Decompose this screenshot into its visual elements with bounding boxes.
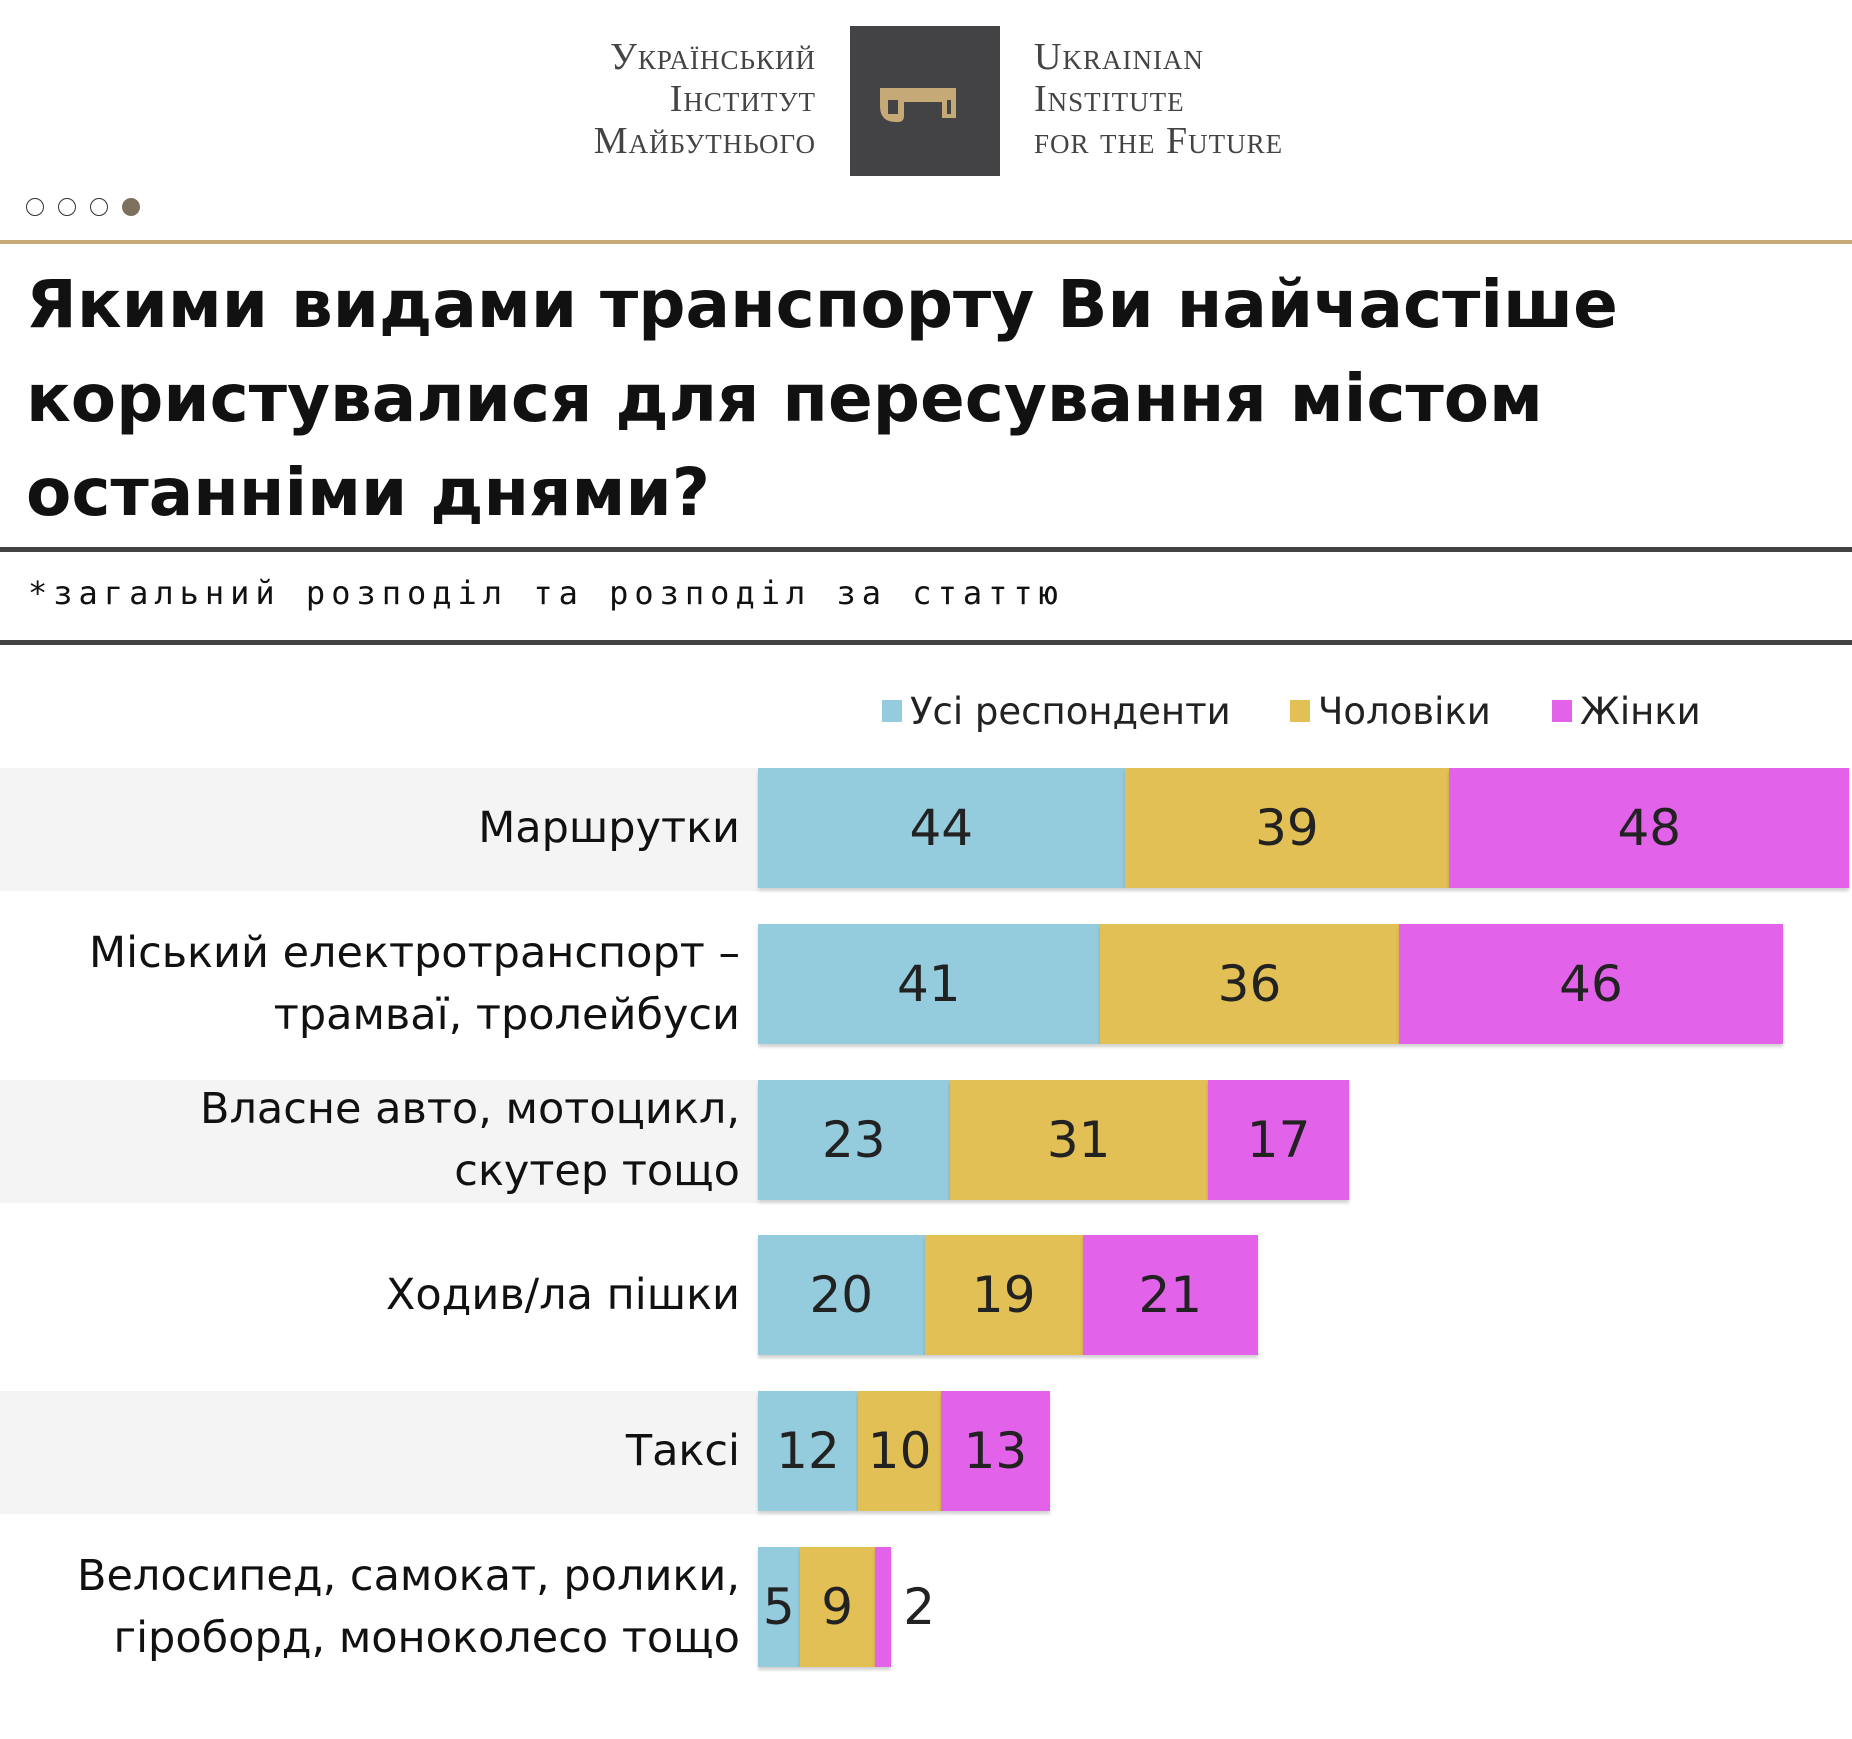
logo-ua-line: Інститут: [669, 78, 816, 120]
bar-segment-all: 20: [758, 1235, 925, 1355]
logo-ua-line: Майбутнього: [593, 120, 816, 162]
logo-en-line: for the Future: [1034, 120, 1284, 162]
data-label: 17: [1246, 1111, 1311, 1169]
bar-segment-all: 41: [758, 924, 1100, 1044]
data-label: 31: [1046, 1111, 1111, 1169]
bar-segment-women: 21: [1082, 1235, 1258, 1355]
row-background: [0, 768, 758, 891]
bar-segment-men: 19: [924, 1235, 1083, 1355]
data-label: 41: [896, 955, 961, 1013]
legend-item-men: Чоловіки: [1290, 690, 1491, 733]
chart-title: Якими видами транспорту Ви найчастіше ко…: [26, 266, 1618, 531]
category-label-line: Міський електротранспорт –: [89, 928, 740, 978]
divider-bottom: [0, 640, 1852, 645]
gold-divider: [0, 240, 1852, 244]
logo-ua-line: Український: [610, 36, 816, 78]
bar-segment-all: 12: [758, 1391, 858, 1511]
pagination-dot-2[interactable]: [58, 198, 76, 216]
category-label-line: Таксі: [625, 1426, 740, 1476]
category-label-line: Власне авто, мотоцикл,: [199, 1084, 740, 1134]
data-label: 10: [867, 1422, 932, 1480]
pagination-dot-4-active[interactable]: [122, 198, 140, 216]
legend-label: Чоловіки: [1318, 690, 1491, 733]
category-label-line: трамваї, тролейбуси: [273, 990, 740, 1040]
category-label-text: Ходив/ла пішки: [386, 1264, 740, 1326]
data-label: 48: [1617, 799, 1682, 857]
category-label: Таксі: [626, 1391, 740, 1511]
key-icon: [880, 88, 956, 122]
bar-segment-women: 17: [1207, 1080, 1350, 1200]
bar-segment-all: 23: [758, 1080, 950, 1200]
pagination-dot-1[interactable]: [26, 198, 44, 216]
data-label: 19: [971, 1266, 1036, 1324]
legend-swatch-women: [1552, 700, 1572, 722]
data-label: 2: [903, 1578, 936, 1636]
data-label: 44: [909, 799, 974, 857]
logo-english-text: Ukrainian Institute for the Future: [1034, 36, 1283, 162]
category-label: Міський електротранспорт – трамваї, троле…: [89, 924, 740, 1044]
bar-segment-men: 39: [1124, 768, 1450, 888]
data-label: 39: [1255, 799, 1319, 857]
logo-ukrainian-text: Український Інститут Майбутнього: [594, 36, 816, 162]
data-label: 21: [1138, 1266, 1203, 1324]
bar-segment-women: 13: [941, 1391, 1050, 1511]
data-label: 20: [809, 1266, 874, 1324]
bar-segment-all: 5: [758, 1547, 800, 1667]
chart-subtitle: *загальний розподіл та розподіл за статт…: [28, 574, 1064, 612]
logo-en-line: Institute: [1034, 78, 1185, 120]
category-label: Велосипед, самокат, ролики, гіроборд, мон…: [77, 1547, 740, 1667]
legend-item-women: Жінки: [1552, 690, 1701, 733]
pagination-dot-3[interactable]: [90, 198, 108, 216]
legend-swatch-all: [882, 700, 902, 722]
category-label-line: гіроборд, моноколесо тощо: [113, 1613, 740, 1663]
bar-segment-all: 44: [758, 768, 1125, 888]
data-label: 9: [821, 1578, 854, 1636]
legend-label: Усі респонденти: [910, 690, 1231, 733]
logo-key-box: [850, 26, 1000, 176]
row-background: [0, 1391, 758, 1514]
data-label: 12: [776, 1422, 840, 1480]
category-label: Ходив/ла пішки: [386, 1235, 740, 1355]
legend-item-all: Усі респонденти: [882, 690, 1231, 733]
bar-segment-women: 46: [1399, 924, 1783, 1044]
category-label-text: Власне авто, мотоцикл, скутер тощо: [200, 1078, 740, 1202]
data-label: 5: [762, 1578, 795, 1636]
category-label: Маршрутки: [478, 768, 740, 888]
bar-segment-men: 31: [949, 1080, 1208, 1200]
bar-segment-men: 36: [1099, 924, 1400, 1044]
category-label-text: Велосипед, самокат, ролики, гіроборд, мон…: [77, 1545, 740, 1669]
data-label: 36: [1217, 955, 1282, 1013]
category-label-line: Ходив/ла пішки: [385, 1270, 740, 1320]
category-label-line: скутер тощо: [454, 1146, 740, 1196]
data-label: 23: [821, 1111, 886, 1169]
category-label-text: Таксі: [626, 1420, 740, 1482]
bar-segment-women: [874, 1547, 892, 1667]
category-label: Власне авто, мотоцикл, скутер тощо: [200, 1080, 740, 1200]
logo-en-line: Ukrainian: [1034, 36, 1204, 78]
legend-label: Жінки: [1580, 690, 1701, 733]
category-label-line: Велосипед, самокат, ролики,: [76, 1551, 740, 1601]
category-label-text: Маршрутки: [478, 797, 740, 859]
bar-segment-men: 9: [799, 1547, 875, 1667]
legend-swatch-men: [1290, 700, 1310, 722]
row-background: [0, 1080, 758, 1203]
category-label-text: Міський електротранспорт – трамваї, троле…: [89, 922, 740, 1046]
bar-segment-men: 10: [857, 1391, 942, 1511]
data-label-outside: 2: [903, 1547, 935, 1667]
bar-segment-women: 48: [1449, 768, 1850, 888]
category-label-line: Маршрутки: [478, 803, 740, 853]
data-label: 13: [963, 1422, 1028, 1480]
data-label: 46: [1559, 955, 1623, 1013]
divider-top: [0, 547, 1852, 552]
